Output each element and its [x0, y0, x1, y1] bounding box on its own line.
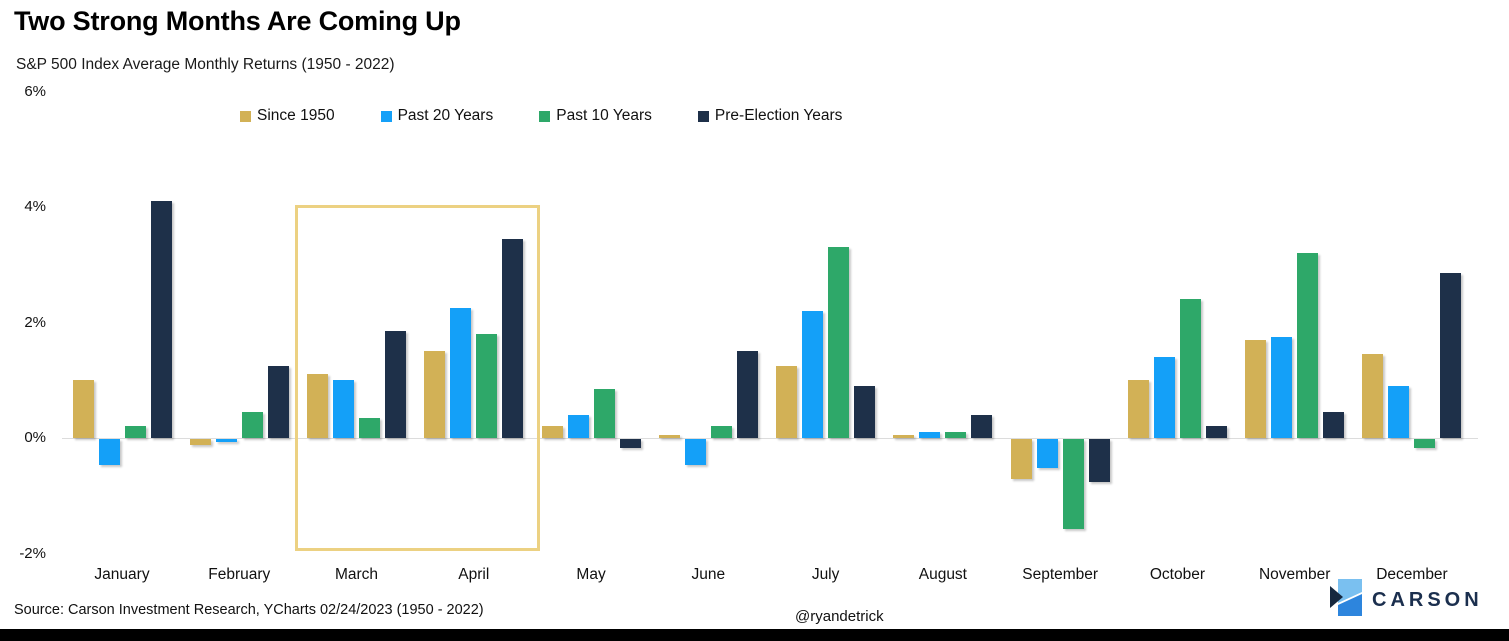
y-axis-tick-4: 4%	[24, 198, 46, 215]
y-axis-tick-6: 6%	[24, 82, 46, 100]
bar-december-pre-election-years	[1440, 273, 1462, 438]
bar-june-since-1950	[658, 435, 680, 438]
bar-september-past-20-years	[1036, 439, 1058, 468]
legend-label-since-1950: Since 1950	[257, 107, 335, 124]
legend: Since 1950 Past 20 Years Past 10 Years Pre-…	[240, 107, 842, 125]
x-axis-label-october: October	[1149, 566, 1205, 583]
legend-label-past-20-years: Past 20 Years	[397, 107, 494, 124]
bar-december-past-10-years	[1414, 439, 1436, 448]
carson-logo-text: CARSON	[1372, 588, 1483, 611]
bar-march-past-20-years	[333, 380, 355, 438]
bar-february-past-10-years	[241, 412, 263, 438]
bar-march-since-1950	[307, 374, 329, 438]
bar-july-past-20-years	[802, 310, 824, 438]
x-axis-label-september: September	[1022, 566, 1099, 583]
legend-item-pre-election-years: Pre-Election Years	[697, 107, 843, 125]
bar-august-since-1950	[893, 435, 915, 438]
bottom-border-bar	[0, 629, 1509, 641]
bar-september-pre-election-years	[1088, 439, 1110, 483]
bar-april-pre-election-years	[502, 238, 524, 438]
bar-may-past-10-years	[593, 388, 615, 438]
bar-may-past-20-years	[567, 414, 589, 438]
bar-february-pre-election-years	[267, 365, 289, 438]
x-axis-label-july: July	[811, 566, 840, 583]
legend-item-past-10-years: Past 10 Years	[539, 107, 652, 125]
bar-july-pre-election-years	[854, 386, 876, 438]
bar-january-since-1950	[72, 380, 94, 438]
source-text: Source: Carson Investment Research, YCha…	[14, 602, 484, 618]
carson-logo: CARSON	[1330, 579, 1483, 617]
bar-march-pre-election-years	[385, 331, 407, 438]
legend-item-past-20-years: Past 20 Years	[380, 107, 494, 125]
x-axis-label-may: May	[576, 566, 606, 583]
page-title: Two Strong Months Are Coming Up	[14, 6, 461, 36]
y-axis-tick--2: -2%	[19, 544, 46, 562]
bar-april-since-1950	[424, 351, 446, 438]
bar-january-past-20-years	[98, 439, 120, 465]
bar-october-since-1950	[1127, 380, 1149, 438]
bar-april-past-20-years	[450, 308, 472, 438]
bar-february-since-1950	[189, 439, 211, 445]
bar-october-past-20-years	[1153, 357, 1175, 438]
bar-january-pre-election-years	[150, 201, 172, 438]
legend-item-since-1950: Since 1950	[240, 107, 335, 125]
legend-label-past-10-years: Past 10 Years	[556, 107, 652, 124]
bar-april-past-10-years	[476, 334, 498, 438]
x-axis-label-august: August	[918, 566, 967, 583]
x-axis-label-february: February	[208, 566, 271, 583]
y-axis-tick-2: 2%	[24, 313, 46, 331]
bar-may-since-1950	[541, 426, 563, 438]
march-april-highlight-box	[295, 205, 540, 551]
bar-june-past-10-years	[710, 426, 732, 438]
bar-january-past-10-years	[124, 426, 146, 438]
bar-november-pre-election-years	[1323, 412, 1345, 438]
x-axis-label-june: June	[691, 566, 726, 583]
bar-june-pre-election-years	[736, 351, 758, 438]
bar-november-past-10-years	[1297, 253, 1319, 438]
bar-august-past-20-years	[919, 432, 941, 438]
bar-november-past-20-years	[1271, 336, 1293, 438]
x-axis-label-january: January	[94, 566, 150, 583]
legend-swatch-past-20-years	[380, 110, 392, 122]
bar-june-past-20-years	[684, 439, 706, 465]
x-axis-label-november: November	[1258, 566, 1331, 583]
bar-december-since-1950	[1362, 354, 1384, 438]
bar-september-past-10-years	[1062, 439, 1084, 529]
bar-july-since-1950	[776, 365, 798, 438]
legend-swatch-pre-election-years	[697, 110, 709, 122]
x-axis-label-march: March	[334, 566, 379, 583]
chart-subtitle: S&P 500 Index Average Monthly Returns (1…	[16, 56, 395, 73]
carson-logo-icon	[1330, 579, 1362, 616]
bar-march-past-10-years	[359, 417, 381, 438]
y-axis-tick-0: 0%	[24, 429, 46, 446]
twitter-handle: @ryandetrick	[795, 608, 884, 625]
bar-october-past-10-years	[1179, 299, 1201, 438]
bar-july-past-10-years	[828, 247, 850, 438]
legend-label-pre-election-years: Pre-Election Years	[714, 107, 843, 124]
bar-may-pre-election-years	[619, 439, 641, 448]
bar-august-pre-election-years	[971, 414, 993, 438]
zero-gridline	[62, 438, 1478, 439]
bar-november-since-1950	[1245, 339, 1267, 438]
bar-august-past-10-years	[945, 432, 967, 438]
x-axis-label-april: April	[458, 566, 490, 583]
legend-swatch-since-1950	[240, 110, 251, 122]
x-axis-label-december: December	[1376, 566, 1448, 583]
bar-october-pre-election-years	[1205, 426, 1227, 438]
bar-september-since-1950	[1010, 439, 1032, 480]
legend-swatch-past-10-years	[539, 110, 551, 122]
bar-december-past-20-years	[1388, 386, 1410, 438]
bar-february-past-20-years	[215, 439, 237, 442]
